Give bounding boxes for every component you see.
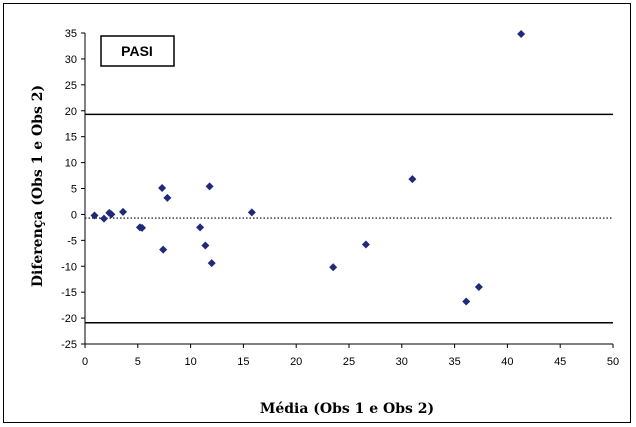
y-tick-label: -15 [61, 287, 77, 299]
chart-title: PASI [121, 43, 153, 59]
data-point-diamond [205, 182, 214, 191]
data-point-diamond [474, 282, 483, 291]
x-tick-label: 45 [554, 356, 566, 368]
x-tick-label: 15 [237, 356, 249, 368]
x-tick-label: 20 [290, 356, 302, 368]
y-tick-label: -20 [61, 313, 77, 325]
x-axis-title: Média (Obs 1 e Obs 2) [260, 401, 434, 417]
data-point-diamond [119, 207, 128, 216]
y-tick-label: 35 [65, 28, 77, 40]
data-point-diamond [158, 183, 167, 192]
x-tick-label: 30 [396, 356, 408, 368]
y-tick-label: 25 [65, 80, 77, 92]
x-tick-label: 35 [448, 356, 460, 368]
x-tick-label: 10 [184, 356, 196, 368]
data-point-diamond [201, 241, 210, 250]
data-point-diamond [247, 208, 256, 217]
y-tick-label: -25 [61, 339, 77, 351]
x-tick-label: 0 [82, 356, 88, 368]
data-point-diamond [107, 210, 116, 219]
data-point-diamond [329, 263, 338, 272]
data-point-diamond [100, 214, 109, 223]
title-box-border [100, 35, 175, 67]
y-tick-label: -5 [67, 235, 77, 247]
data-point-diamond [163, 193, 172, 202]
y-tick-label: -10 [61, 261, 77, 273]
data-point-diamond [196, 223, 205, 232]
reference-lines [85, 113, 613, 324]
data-point-diamond [361, 240, 370, 249]
y-tick-label: 30 [65, 54, 77, 66]
x-tick-label: 50 [607, 356, 619, 368]
y-tick-label: 5 [71, 184, 77, 196]
y-axis-title: Diferença (Obs 1 e Obs 2) [30, 85, 46, 287]
chart-title-box: PASI [100, 35, 175, 67]
data-point-diamond [159, 245, 168, 254]
data-point-diamond [207, 259, 216, 268]
data-point-diamond [517, 30, 526, 39]
x-tick-label: 25 [343, 356, 355, 368]
y-tick-label: 20 [65, 106, 77, 118]
data-point-diamond [462, 297, 471, 306]
x-tick-label: 5 [135, 356, 141, 368]
data-point-diamond [408, 175, 417, 184]
data-points [90, 30, 526, 306]
y-tick-label: 15 [65, 132, 77, 144]
y-tick-label: 0 [71, 209, 77, 221]
data-point-diamond [138, 223, 147, 232]
data-point-diamond [90, 211, 99, 220]
y-tick-label: 10 [65, 158, 77, 170]
x-tick-label: 40 [501, 356, 513, 368]
